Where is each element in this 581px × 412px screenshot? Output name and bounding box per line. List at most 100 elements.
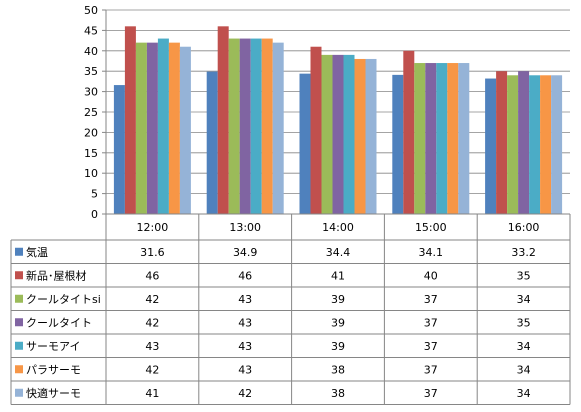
data-value-label: 43 [238, 363, 252, 376]
bar [124, 26, 136, 214]
category-label: 16:00 [508, 221, 540, 234]
legend-key [15, 388, 23, 397]
legend-key [15, 341, 23, 350]
bar [261, 38, 273, 215]
bar [403, 50, 415, 214]
legend-key [15, 318, 23, 327]
data-value-label: 39 [331, 340, 345, 353]
bar [529, 75, 541, 214]
bar [250, 38, 262, 215]
data-value-label: 37 [424, 316, 438, 329]
bar [354, 58, 366, 215]
bar [310, 46, 322, 214]
data-value-label: 43 [238, 316, 252, 329]
y-tick-label: 35 [84, 65, 98, 78]
y-tick-label: 25 [84, 106, 98, 119]
data-value-label: 42 [145, 293, 159, 306]
bar [113, 85, 125, 215]
data-value-label: 37 [424, 387, 438, 400]
bar [365, 58, 377, 215]
bar [447, 63, 459, 214]
bar [458, 63, 470, 214]
data-value-label: 34 [517, 340, 531, 353]
bar [551, 75, 563, 214]
data-value-label: 46 [145, 269, 159, 282]
legend-key [15, 365, 23, 374]
bar [414, 63, 426, 214]
data-value-label: 37 [424, 363, 438, 376]
bar [135, 42, 147, 214]
legend-key [15, 294, 23, 303]
data-value-label: 34.9 [233, 246, 258, 259]
data-value-label: 34 [517, 293, 531, 306]
data-value-label: 42 [238, 387, 252, 400]
bar [179, 46, 191, 214]
data-value-label: 42 [145, 363, 159, 376]
bar [392, 74, 404, 214]
y-tick-label: 5 [91, 188, 98, 201]
bar [146, 42, 158, 214]
y-tick-label: 30 [84, 86, 98, 99]
bar [272, 42, 284, 214]
data-value-label: 39 [331, 293, 345, 306]
data-value-label: 34 [517, 387, 531, 400]
data-value-label: 37 [424, 340, 438, 353]
bar [157, 38, 169, 215]
series-name-label: 新品･屋根材 [26, 268, 87, 282]
bar [425, 63, 437, 214]
data-value-label: 35 [517, 316, 531, 329]
bar [343, 54, 355, 214]
bar [436, 63, 448, 214]
series-name-label: 快適サーモ [26, 386, 81, 400]
series-name-label: 気温 [26, 245, 48, 259]
y-tick-label: 15 [84, 147, 98, 160]
series-name-label: パラサーモ [26, 363, 81, 376]
data-value-label: 42 [145, 316, 159, 329]
data-value-label: 43 [145, 340, 159, 353]
legend-key [15, 271, 23, 280]
data-value-label: 46 [238, 269, 252, 282]
y-tick-label: 50 [84, 4, 98, 17]
category-label: 13:00 [229, 221, 261, 234]
y-tick-label: 20 [84, 126, 98, 139]
data-value-label: 34.4 [326, 246, 351, 259]
data-value-label: 35 [517, 269, 531, 282]
data-value-label: 37 [424, 293, 438, 306]
bar [518, 71, 530, 214]
data-value-label: 34.1 [419, 246, 444, 259]
series-name-label: クールタイト [26, 316, 92, 329]
series-name-label: サーモアイ [26, 340, 80, 353]
legend-key [15, 247, 23, 256]
data-value-label: 34 [517, 363, 531, 376]
data-value-label: 41 [331, 269, 345, 282]
data-value-label: 41 [145, 387, 159, 400]
bar [168, 42, 180, 214]
bar [206, 71, 218, 214]
data-value-label: 31.6 [140, 246, 165, 259]
y-tick-label: 40 [84, 45, 98, 58]
data-value-label: 43 [238, 340, 252, 353]
bar [228, 38, 240, 215]
series-name-label: クールタイトsi [26, 293, 101, 306]
bar [239, 38, 251, 215]
bar [332, 54, 344, 214]
data-value-label: 40 [424, 269, 438, 282]
data-value-label: 38 [331, 387, 345, 400]
y-tick-label: 45 [84, 24, 98, 37]
category-label: 12:00 [137, 221, 169, 234]
bar [540, 75, 552, 214]
y-tick-label: 0 [91, 208, 98, 221]
data-value-label: 33.2 [511, 246, 536, 259]
data-value-label: 39 [331, 316, 345, 329]
bar [507, 75, 519, 214]
bar [299, 73, 311, 214]
bar [321, 54, 333, 214]
bar [217, 26, 229, 214]
bar [496, 71, 508, 214]
category-label: 14:00 [322, 221, 354, 234]
category-label: 15:00 [415, 221, 447, 234]
bar [485, 78, 497, 214]
data-value-label: 43 [238, 293, 252, 306]
